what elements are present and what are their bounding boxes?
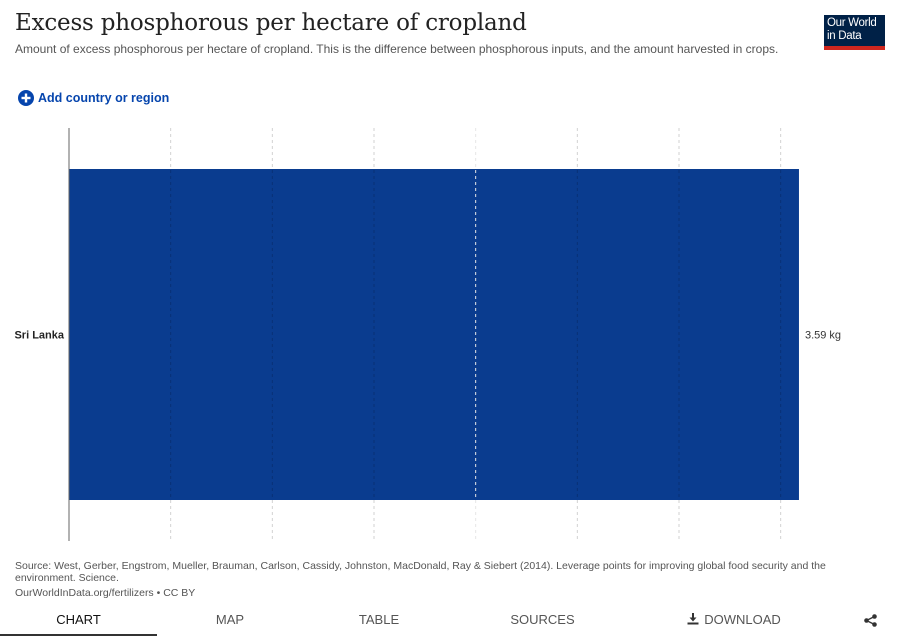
category-label: Sri Lanka <box>14 330 64 342</box>
source-url[interactable]: OurWorldInData.org/fertilizers • CC BY <box>15 587 196 599</box>
add-country-button[interactable]: Add country or region <box>18 90 169 106</box>
download-label: DOWNLOAD <box>704 612 781 627</box>
add-country-label: Add country or region <box>38 91 170 105</box>
tab-sources[interactable]: SOURCES <box>510 612 575 627</box>
logo-line-2: in Data <box>827 30 862 42</box>
tab-bar: CHART MAP TABLE SOURCES DOWNLOAD <box>0 605 900 636</box>
chart-title: Excess phosphorous per hectare of cropla… <box>15 10 527 36</box>
tab-chart[interactable]: CHART <box>0 606 157 636</box>
bar-0[interactable] <box>69 169 799 500</box>
download-icon <box>687 613 699 625</box>
bar-chart: Sri Lanka 3.59 kg <box>14 128 841 541</box>
tab-map[interactable]: MAP <box>215 612 245 627</box>
value-label: 3.59 kg <box>805 330 841 342</box>
tab-download[interactable]: DOWNLOAD <box>630 606 838 634</box>
chart-subtitle: Amount of excess phosphorous per hectare… <box>15 42 779 56</box>
share-icon[interactable] <box>864 614 877 627</box>
logo-line-1: Our World <box>827 17 877 29</box>
source-note: Source: West, Gerber, Engstrom, Mueller,… <box>15 560 826 584</box>
tab-table[interactable]: TABLE <box>358 612 400 627</box>
plus-circle-icon <box>18 90 34 106</box>
owid-logo[interactable]: Our World in Data <box>824 15 885 50</box>
